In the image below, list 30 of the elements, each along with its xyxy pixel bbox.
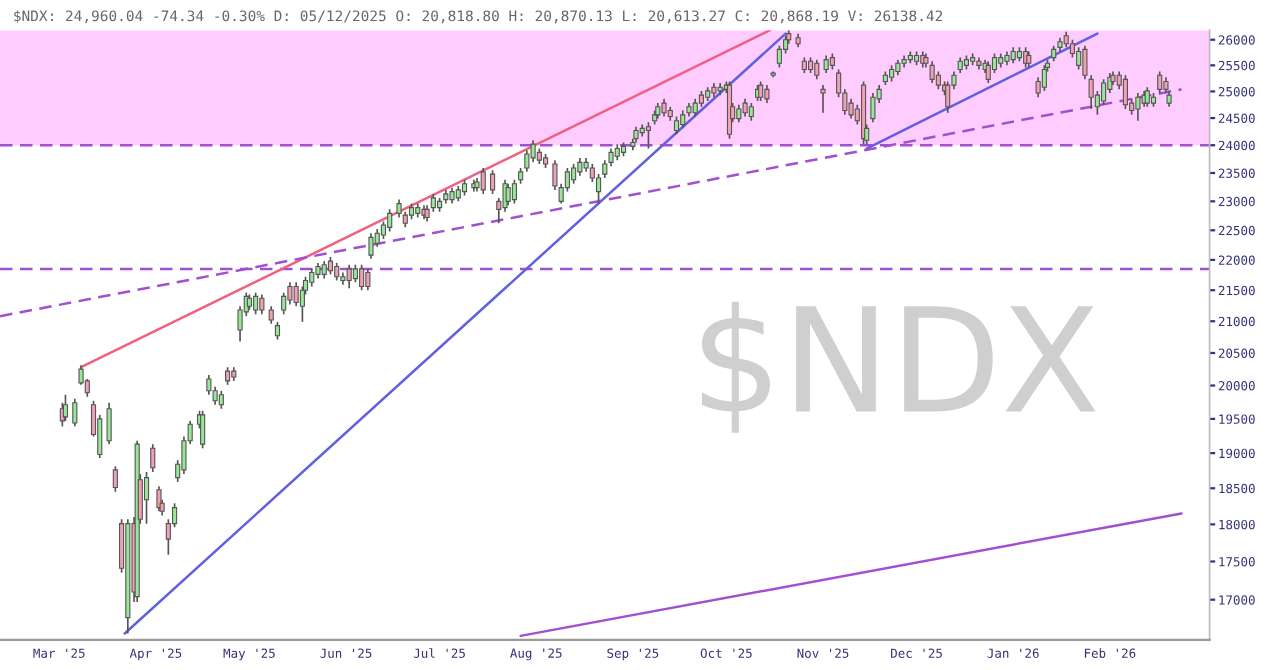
candlestick xyxy=(820,84,826,114)
candlestick xyxy=(387,208,393,233)
candlestick xyxy=(156,485,162,513)
candlestick xyxy=(359,263,365,292)
candlestick xyxy=(287,281,293,306)
candlestick xyxy=(253,291,259,316)
candlestick xyxy=(814,58,820,81)
candlestick xyxy=(143,471,150,525)
candlestick xyxy=(870,92,876,124)
candlestick xyxy=(929,60,935,84)
candlestick xyxy=(489,169,496,195)
candlestick xyxy=(1076,46,1082,71)
candlestick xyxy=(62,393,69,422)
candlestick xyxy=(106,401,112,445)
candlestick xyxy=(1122,74,1129,110)
candlestick xyxy=(259,293,265,316)
candlestick xyxy=(480,167,486,195)
candlestick xyxy=(645,121,652,150)
candlestick xyxy=(1157,70,1163,94)
candlestick xyxy=(368,232,374,260)
candlestick xyxy=(299,285,305,323)
candlestick xyxy=(1041,64,1047,92)
candlestick xyxy=(112,465,118,493)
candlestick xyxy=(72,397,78,428)
candlestick xyxy=(571,163,577,185)
candlestick xyxy=(1135,92,1141,122)
candlestick xyxy=(365,268,371,292)
candlestick xyxy=(150,443,156,473)
candlestick xyxy=(530,139,536,164)
candlestick xyxy=(346,263,352,290)
